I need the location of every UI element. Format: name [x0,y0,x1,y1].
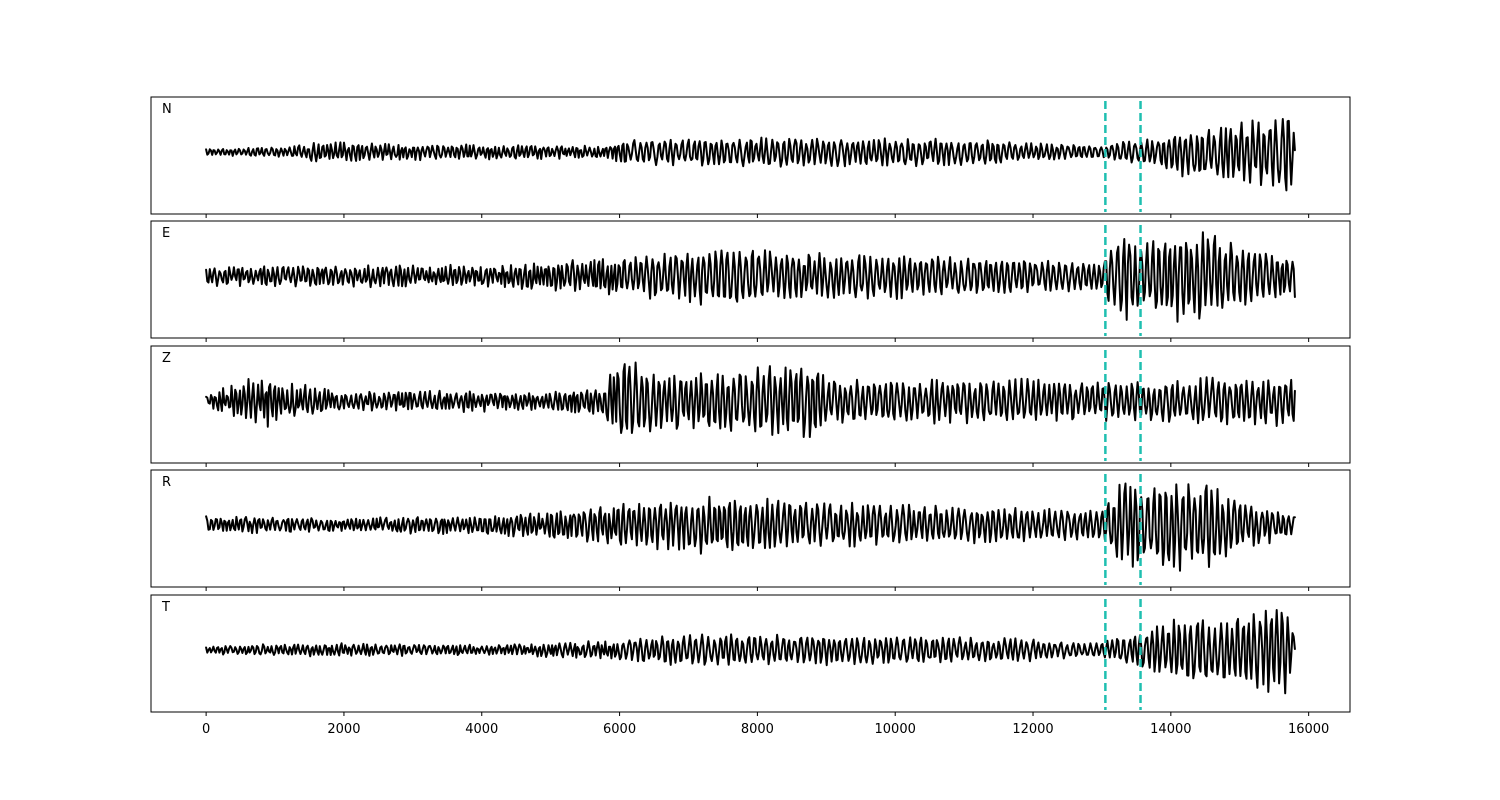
x-tick-label: 10000 [875,722,916,737]
trace-t [205,609,1296,695]
panel-frame [150,345,1351,464]
x-tick-label: 8000 [741,722,774,737]
panel-label: Z [162,351,171,366]
panel-group: N E Z R T [150,96,1351,716]
x-tick-label: 14000 [1150,722,1191,737]
panel-e: E [150,220,1351,342]
x-tick-label: 0 [202,722,210,737]
x-tick-label: 12000 [1012,722,1053,737]
trace-z [205,361,1296,438]
panel-r: R [150,469,1351,591]
panel-frame [150,594,1351,713]
panel-label: R [162,475,171,490]
panel-t: T [150,594,1351,716]
trace-e [205,231,1296,323]
panel-n: N [150,96,1351,218]
x-tick-label: 16000 [1288,722,1329,737]
panel-frame [150,96,1351,215]
panel-label: E [162,226,170,241]
panel-label: T [161,600,170,615]
x-tick-label: 4000 [465,722,498,737]
x-tick-label: 6000 [603,722,636,737]
trace-n [205,118,1296,192]
panel-frame [150,469,1351,588]
panel-label: N [162,102,172,117]
panel-frame [150,220,1351,339]
panel-z: Z [150,345,1351,467]
x-axis: 0 2000 4000 6000 8000 10000 12000 14000 16000 [202,722,1329,737]
trace-r [205,482,1296,572]
x-tick-label: 2000 [327,722,360,737]
